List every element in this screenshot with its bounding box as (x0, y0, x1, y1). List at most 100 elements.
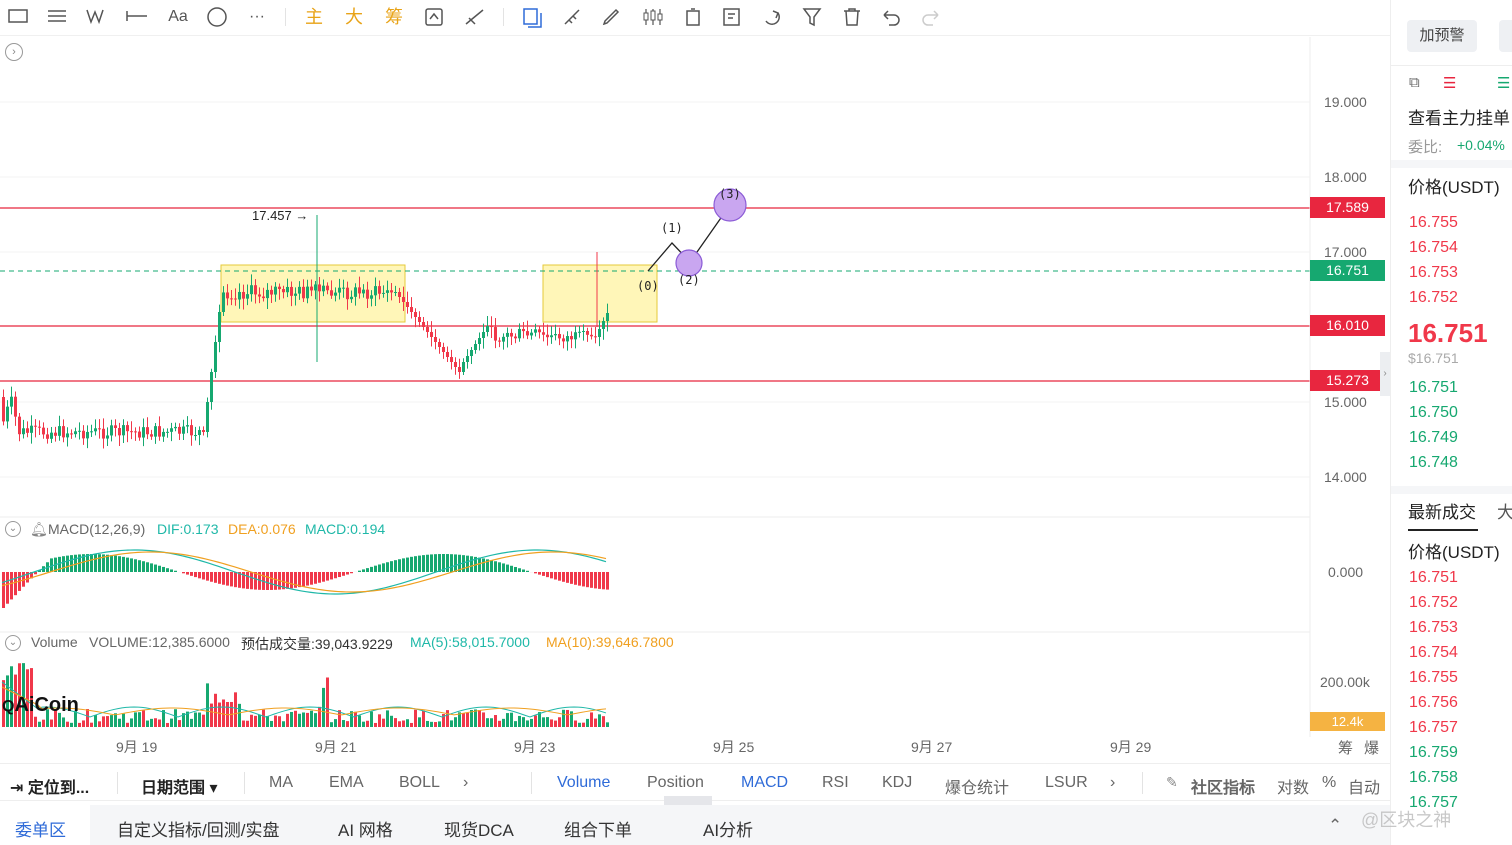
orderbook-bids-icon[interactable]: ☰ (1497, 75, 1511, 92)
big-order-button[interactable]: 大 (345, 7, 363, 27)
collapse-panel-handle[interactable]: › (1380, 352, 1390, 396)
macd-bar (582, 572, 585, 587)
magnet-icon[interactable] (761, 6, 783, 28)
candlestick-icon[interactable] (641, 6, 665, 28)
collapse-macd-icon[interactable]: ⌄ (5, 521, 21, 537)
bid-price[interactable]: 16.748 (1409, 454, 1458, 471)
tab-combo-order[interactable]: 组合下单 (564, 821, 632, 840)
trash-icon[interactable] (841, 6, 863, 28)
orderbook-both-icon[interactable]: ☰ (1443, 75, 1457, 92)
volume-bar (154, 718, 157, 727)
ask-price[interactable]: 16.753 (1409, 264, 1458, 281)
ema-indicator[interactable]: EMA (329, 774, 364, 791)
x-axis-label: 9月 21 (315, 739, 357, 755)
tab-custom-indicator[interactable]: 自定义指标/回测/实盘 (117, 821, 280, 840)
auto-scale-toggle[interactable]: 自动 (1348, 780, 1381, 797)
ask-price[interactable]: 16.752 (1409, 289, 1458, 306)
ma-indicator[interactable]: MA (269, 774, 293, 791)
expand-icon[interactable]: › (5, 43, 23, 61)
big-trades-tab[interactable]: 大 (1497, 503, 1512, 522)
edit-note-icon[interactable] (721, 6, 743, 28)
macd-bar (234, 572, 237, 588)
volume-bar (234, 692, 237, 727)
tab-ai-grid[interactable]: AI 网格 (338, 821, 393, 840)
bid-price[interactable]: 16.750 (1409, 404, 1458, 421)
ruler-icon[interactable] (561, 6, 583, 28)
macd-bar (390, 561, 393, 572)
macd-bar (118, 556, 121, 572)
chevron-up-icon[interactable]: ⌃ (1328, 816, 1343, 835)
position-indicator[interactable]: Position (647, 774, 704, 791)
volume-bar (330, 722, 333, 727)
trade-price: 16.759 (1409, 744, 1458, 761)
tab-ai-analysis[interactable]: AI分析 (703, 821, 754, 840)
volume-bar (326, 677, 329, 727)
candle-body (26, 428, 29, 433)
panel-resize-handle[interactable] (664, 796, 712, 805)
collapse-volume-icon[interactable]: ⌄ (5, 635, 21, 651)
volume-bar (70, 722, 73, 727)
log-scale-toggle[interactable]: 对数 (1277, 780, 1310, 797)
main-orders-link[interactable]: 查看主力挂单 (1408, 109, 1510, 128)
add-alert-button[interactable]: 加预警 (1407, 20, 1477, 52)
more-button[interactable] (1499, 20, 1512, 52)
chevron-right-icon[interactable]: › (1110, 774, 1116, 791)
window-icon[interactable]: ⧉ (1409, 74, 1420, 91)
candle-body (122, 425, 125, 436)
volume-bar (602, 716, 605, 727)
filter-icon[interactable] (801, 6, 823, 28)
chevron-right-icon[interactable]: › (463, 774, 469, 791)
community-indicator[interactable]: 社区指标 (1191, 780, 1256, 797)
refresh-icon[interactable] (423, 6, 445, 28)
tab-orders[interactable]: 委单区 (15, 821, 66, 840)
price-chart[interactable] (0, 37, 1390, 737)
liquidation-indicator[interactable]: 爆仓统计 (945, 780, 1010, 797)
chips-button[interactable]: 筹 (385, 7, 403, 27)
volume-bar (118, 718, 121, 727)
redo-icon[interactable] (920, 6, 942, 28)
macd-bar (38, 570, 41, 572)
bid-price[interactable]: 16.749 (1409, 429, 1458, 446)
clipboard-icon[interactable] (682, 6, 704, 28)
consolidation-zone (542, 264, 658, 323)
pencil-icon[interactable] (600, 6, 624, 28)
undo-icon[interactable] (880, 6, 902, 28)
macd-bar (434, 554, 437, 572)
tab-spot-dca[interactable]: 现货DCA (444, 821, 514, 840)
bell-icon[interactable]: 🔔︎ (30, 521, 48, 537)
more-tools-icon[interactable]: ··· (249, 8, 265, 25)
bid-price[interactable]: 16.751 (1409, 379, 1458, 396)
ask-price[interactable]: 16.755 (1409, 214, 1458, 231)
percent-scale-toggle[interactable]: % (1322, 774, 1337, 791)
lines-icon[interactable] (46, 6, 68, 28)
kdj-indicator[interactable]: KDJ (882, 774, 913, 791)
watermark: @区块之神 (1361, 810, 1452, 830)
ask-price[interactable]: 16.754 (1409, 239, 1458, 256)
macd-bar (274, 572, 277, 590)
date-range-button[interactable]: 日期范围 ▾ (141, 780, 218, 797)
text-tool-icon[interactable]: Aa (168, 8, 188, 25)
horizontal-ray-icon[interactable] (125, 6, 149, 28)
measure-icon[interactable] (463, 6, 487, 28)
liquidation-corner-label[interactable]: 爆 (1364, 740, 1380, 757)
boll-indicator[interactable]: BOLL (399, 774, 440, 791)
rsi-indicator[interactable]: RSI (822, 774, 849, 791)
wave-tool-icon[interactable] (85, 6, 111, 28)
volume-indicator[interactable]: Volume (557, 774, 611, 791)
chips-corner-label[interactable]: 筹 (1338, 740, 1354, 757)
lsur-indicator[interactable]: LSUR (1045, 774, 1088, 791)
chart-area[interactable]: › 19.000 18.000 17.000 15.000 14.000 17.… (0, 37, 1390, 737)
latest-trades-tab[interactable]: 最新成交 (1408, 503, 1476, 522)
candle-body (386, 290, 389, 293)
circle-icon[interactable] (206, 6, 228, 28)
macd-indicator[interactable]: MACD (741, 774, 789, 791)
locate-button[interactable]: ⇥ 定位到... (10, 780, 90, 797)
locate-icon: ⇥ (10, 780, 24, 797)
layers-icon[interactable] (521, 6, 543, 28)
candle-body (358, 287, 361, 294)
main-force-button[interactable]: 主 (305, 7, 323, 27)
macd-bar (110, 555, 113, 572)
rectangle-icon[interactable] (8, 6, 28, 28)
edit-indicator-icon[interactable]: ✎ (1166, 774, 1178, 790)
macd-bar (346, 572, 349, 575)
